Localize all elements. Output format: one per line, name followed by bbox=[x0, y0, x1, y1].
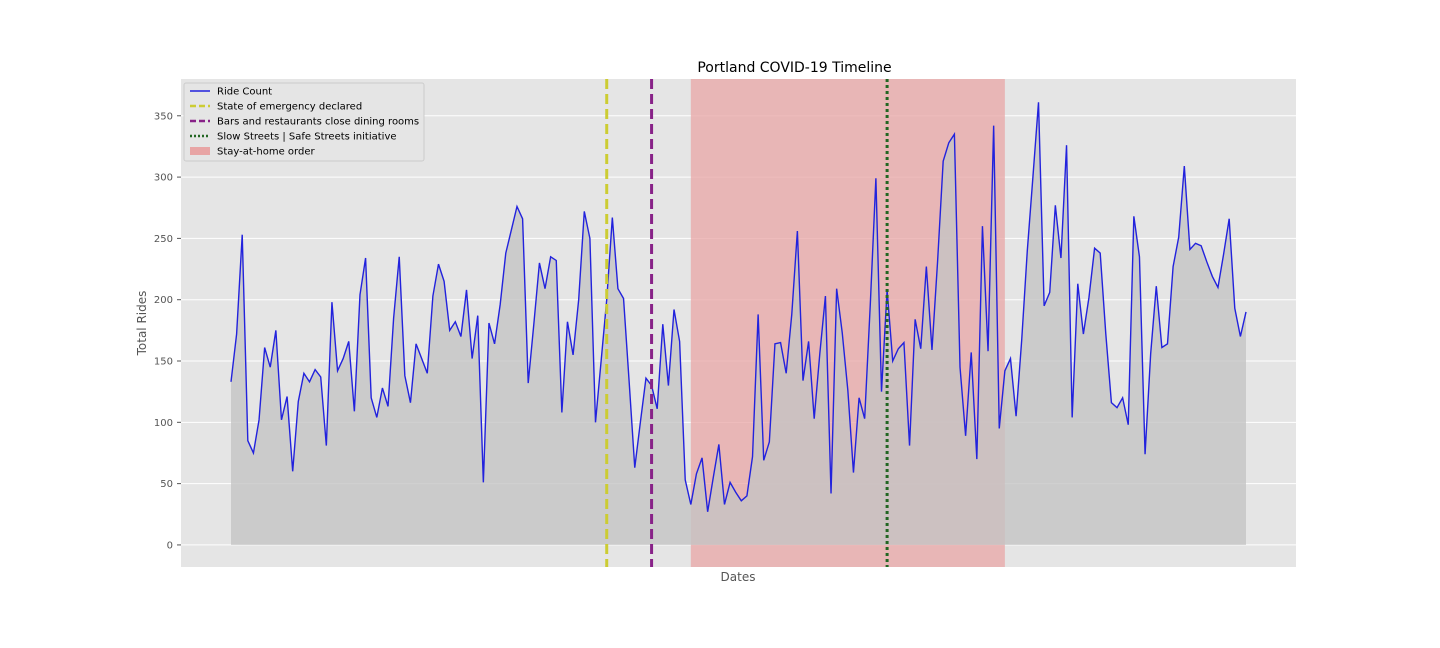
y-tick-label: 350 bbox=[154, 111, 173, 122]
legend-swatch-stay-at-home bbox=[190, 147, 210, 155]
ride-count-line bbox=[230, 102, 1247, 512]
y-tick-label: 200 bbox=[154, 295, 173, 306]
legend-label-emergency: State of emergency declared bbox=[217, 102, 362, 113]
legend-item-ride-count: Ride Count bbox=[190, 87, 272, 98]
y-tick-label: 150 bbox=[154, 357, 173, 368]
y-axis-label: Total Rides bbox=[135, 291, 149, 357]
ride-count-fill-area bbox=[231, 102, 1246, 545]
legend-label-slow-streets: Slow Streets | Safe Streets initiative bbox=[217, 132, 397, 143]
chart-title: Portland COVID-19 Timeline bbox=[697, 60, 891, 76]
legend-item-stay-at-home: Stay-at-home order bbox=[190, 147, 315, 158]
legend-box bbox=[183, 82, 425, 162]
legend-label-bars: Bars and restaurants close dining rooms bbox=[217, 117, 419, 128]
y-tick-label: 300 bbox=[154, 173, 173, 184]
y-tick-label: 250 bbox=[154, 234, 173, 245]
y-tick-label: 0 bbox=[167, 540, 173, 551]
x-axis-label: Dates bbox=[721, 570, 756, 584]
legend-item-slow-streets: Slow Streets | Safe Streets initiative bbox=[190, 132, 397, 143]
legend: Ride Count State of emergency declared B… bbox=[183, 82, 425, 162]
legend-item-emergency: State of emergency declared bbox=[190, 102, 362, 113]
legend-item-bars: Bars and restaurants close dining rooms bbox=[190, 117, 419, 128]
legend-label-stay-at-home: Stay-at-home order bbox=[217, 147, 315, 158]
y-tick-label: 50 bbox=[160, 479, 173, 490]
legend-label-ride-count: Ride Count bbox=[217, 87, 272, 98]
y-tick-label: 100 bbox=[154, 418, 173, 429]
y-axis-ticks: 0 50 100 150 200 250 300 350 bbox=[154, 111, 181, 551]
